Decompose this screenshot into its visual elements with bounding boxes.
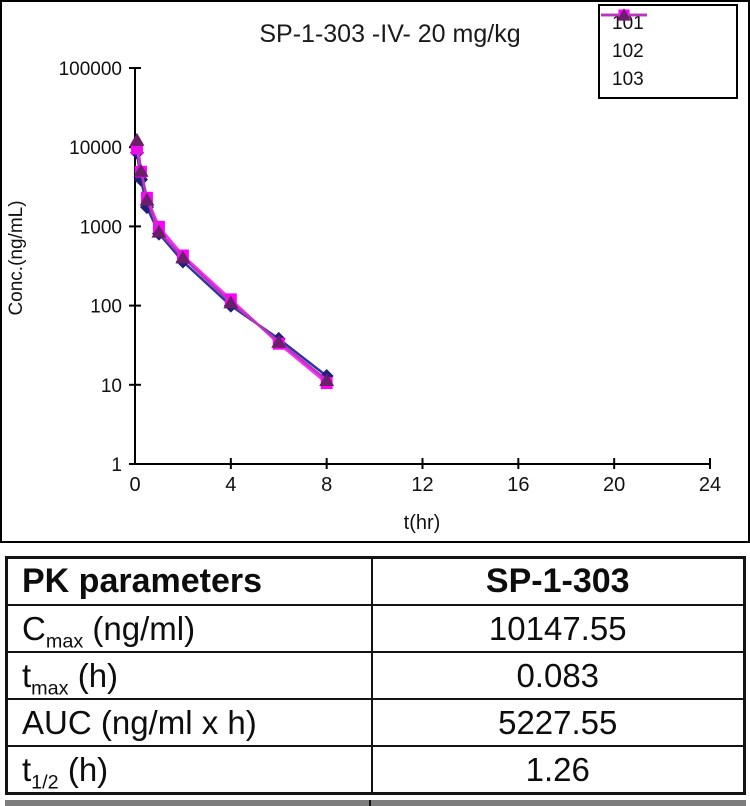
concentration-time-chart: SP-1-303 -IV- 20 mg/kg Conc.(ng/mL) t(hr) 1… bbox=[0, 0, 750, 543]
svg-text:100: 100 bbox=[90, 297, 122, 318]
series-101 bbox=[129, 145, 334, 384]
cmax-label: Cmax (ng/ml) bbox=[5, 604, 373, 653]
chart-legend: 101 102 103 bbox=[598, 4, 738, 99]
next-row-cutoff-strip bbox=[5, 800, 746, 806]
svg-text:1000: 1000 bbox=[80, 217, 122, 238]
series-103 bbox=[129, 132, 335, 387]
cmax-value: 10147.55 bbox=[370, 604, 746, 653]
table-row-cmax: Cmax (ng/ml) 10147.55 bbox=[5, 604, 746, 653]
svg-text:16: 16 bbox=[507, 474, 529, 496]
header-compound: SP-1-303 bbox=[370, 556, 746, 606]
chart-canvas: SP-1-303 -IV- 20 mg/kg Conc.(ng/mL) t(hr) 1… bbox=[6, 20, 722, 534]
table-row-auc: AUC (ng/ml x h) 5227.55 bbox=[5, 698, 746, 747]
svg-text:1: 1 bbox=[111, 455, 122, 476]
auc-value: 5227.55 bbox=[370, 698, 746, 747]
legend-item-103: 103 bbox=[601, 8, 730, 90]
x-axis-ticks: 0 4 8 12 16 20 24 bbox=[129, 458, 721, 496]
svg-text:24: 24 bbox=[699, 474, 721, 496]
axes: 1 10 100 1000 10000 100000 0 4 8 12 16 20 24 bbox=[59, 59, 722, 496]
svg-text:4: 4 bbox=[225, 474, 236, 496]
series-102 bbox=[131, 142, 333, 390]
legend-item-102: 102 bbox=[601, 9, 730, 62]
pk-parameters-table: PK parameters SP-1-303 Cmax (ng/ml) 1014… bbox=[5, 556, 746, 795]
chart-title: SP-1-303 -IV- 20 mg/kg bbox=[259, 20, 520, 48]
svg-text:12: 12 bbox=[411, 474, 433, 496]
svg-text:20: 20 bbox=[603, 474, 625, 496]
legend-label: 103 bbox=[612, 68, 644, 90]
svg-text:100000: 100000 bbox=[59, 59, 122, 80]
svg-text:8: 8 bbox=[321, 474, 332, 496]
legend-label: 102 bbox=[612, 40, 644, 62]
column-divider bbox=[369, 800, 371, 806]
thalf-label: t1/2 (h) bbox=[5, 745, 373, 795]
tmax-value: 0.083 bbox=[370, 651, 746, 700]
svg-text:10000: 10000 bbox=[69, 138, 122, 159]
thalf-value: 1.26 bbox=[370, 745, 746, 795]
x-axis-label: t(hr) bbox=[404, 512, 441, 534]
header-pk-parameters: PK parameters bbox=[5, 556, 373, 606]
svg-text:10: 10 bbox=[101, 376, 122, 397]
y-axis-label: Conc.(ng/mL) bbox=[6, 200, 27, 315]
table-row-thalf: t1/2 (h) 1.26 bbox=[5, 745, 746, 795]
y-axis-ticks: 1 10 100 1000 10000 100000 bbox=[59, 59, 141, 476]
triangle-marker-icon bbox=[601, 8, 647, 21]
table-row-tmax: tmax (h) 0.083 bbox=[5, 651, 746, 700]
tmax-label: tmax (h) bbox=[5, 651, 373, 700]
svg-text:0: 0 bbox=[129, 474, 140, 496]
auc-label: AUC (ng/ml x h) bbox=[5, 698, 373, 747]
table-header-row: PK parameters SP-1-303 bbox=[5, 556, 746, 606]
